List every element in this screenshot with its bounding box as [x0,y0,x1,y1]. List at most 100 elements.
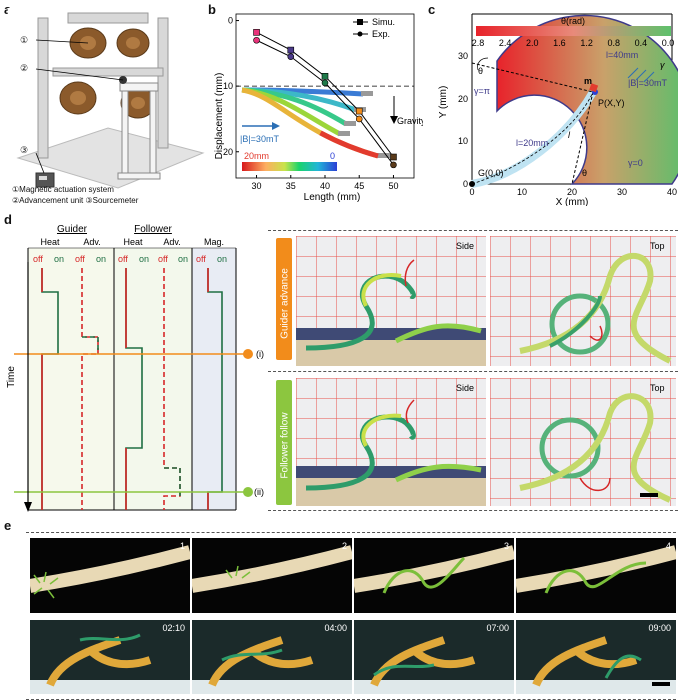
e-top-label-4: 4 [665,541,671,551]
y-tick-label: 10 [223,81,233,91]
d-off-4: off [158,254,168,264]
callout-2: ② [20,63,29,73]
top-label-1: Top [650,241,665,251]
d-off-5: off [196,254,206,264]
c-l-label: l [568,130,571,140]
data-point-simu [390,153,397,161]
panel-a-label: a [4,2,12,17]
d-heat-2: Heat [123,237,143,247]
e-top-3: 3 [354,538,514,613]
legend-simu: Simu. [372,17,395,27]
svg-text:30: 30 [617,187,627,197]
svg-text:0: 0 [463,179,468,189]
d-mark-i: (i) [256,349,264,359]
e-bottom-3: 07:00 [354,620,514,694]
panel-a-illustration [8,8,208,203]
panel-b-label: b [208,2,216,17]
c-m: m [584,76,592,86]
panel-a-legend-1: ①Magnetic actuation system [12,185,114,194]
c-l20: l=20mm [516,138,548,148]
d-follower: Follower [134,224,172,235]
panel-c-label: c [428,2,436,17]
x-tick-label: 30 [252,181,262,191]
e-top-4: 4 [516,538,676,613]
e-top-2: 2 [192,538,352,613]
d-on-5: on [217,254,227,264]
d-frame-top [268,230,678,372]
photo-top-1: Top [490,236,676,366]
svg-text:20: 20 [567,187,577,197]
c-G: G(0,0) [478,168,504,178]
callout-1: ① [20,35,29,45]
top-label-2: Top [650,383,665,393]
panel-c-diagram: 0 10 20 30 40 0 10 20 30 Y (mm) X (mm) θ(rad) 2… [438,13,678,206]
data-point-exp [253,36,260,44]
photo-side-2: Side [296,378,486,506]
c-theta-2: θ [582,168,587,178]
d-heat-1: Heat [40,237,60,247]
e-bottom-4: 09:00 [516,620,676,694]
data-point-exp [355,115,363,123]
svg-text:10: 10 [458,136,468,146]
callout-3: ③ [20,145,29,155]
cbar-right-b: 0 [330,151,335,161]
c-cbar-tick: 1.6 [553,38,566,48]
x-axis-label: Length (mm) [304,192,361,203]
gravity-label: Gravity [397,116,423,126]
c-cbar-tick: 2.8 [472,38,485,48]
y-tick-label: 20 [223,147,233,157]
d-guider: Guider [57,224,88,235]
svg-text:10: 10 [517,187,527,197]
e-top-label-3: 3 [503,541,509,551]
cbar-left-b: 20mm [244,151,269,161]
side-label-2: Side [456,383,474,393]
c-cbar-tick: 2.0 [526,38,539,48]
c-cbar-tick: 0.4 [635,38,648,48]
c-P: P(X,Y) [598,98,625,108]
panel-a-legend-2: ②Advancement unit ③Sourcemeter [12,196,139,205]
side-label-1: Side [456,241,474,251]
d-on-1: on [54,254,64,264]
e-top-1: 1 [30,538,190,613]
d-frame-bottom [268,372,678,511]
e-bottom-label-4: 09:00 [648,623,671,633]
e-top-label-2: 2 [341,541,347,551]
d-on-4: on [178,254,188,264]
d-mag: Mag. [204,237,224,247]
data-point-exp [287,53,295,60]
e-bottom-2: 04:00 [192,620,352,694]
c-l40: l=40mm [606,50,638,60]
x-tick-label: 40 [320,181,330,191]
field-label-b: |B|=30mT [240,134,279,144]
d-off-1: off [33,254,43,264]
svg-text:20: 20 [458,94,468,104]
d-adv-1: Adv. [83,237,100,247]
c-cbar-tick: 0.0 [662,38,675,48]
panel-b-chart: Displacement (mm) Length (mm) 30 35 40 45 50… [214,13,423,203]
c-cbar-tick: 1.2 [580,38,593,48]
c-gamma-0: γ=0 [628,158,643,168]
svg-text:40: 40 [667,187,677,197]
data-point-simu [355,107,363,115]
legend-b: Simu. Exp. [353,17,395,39]
e-bottom-label-2: 04:00 [324,623,347,633]
svg-text:0: 0 [469,187,474,197]
data-point-exp [390,161,397,169]
data-point-simu [287,46,295,54]
panel-d-label: d [4,212,12,227]
d-off-3: off [118,254,128,264]
e-bottom-label-3: 07:00 [486,623,509,633]
d-on-3: on [139,254,149,264]
photo-top-2: Top [490,378,676,506]
panel-d-timing-diagram: Guider Follower Heat Adv. Heat Adv. Mag.… [6,224,264,512]
photo-side-1: Side [296,236,486,366]
c-cbar-tick: 2.4 [499,38,512,48]
e-bottom-label-1: 02:10 [162,623,185,633]
d-row2-tab [276,380,292,505]
panel-e-label: e [4,518,12,533]
c-theta-1: θ [478,66,483,76]
data-point-simu [253,29,260,36]
data-point-simu [321,73,329,80]
c-gamma-label: γ [660,60,665,70]
c-field: |B|=30mT [628,78,667,88]
